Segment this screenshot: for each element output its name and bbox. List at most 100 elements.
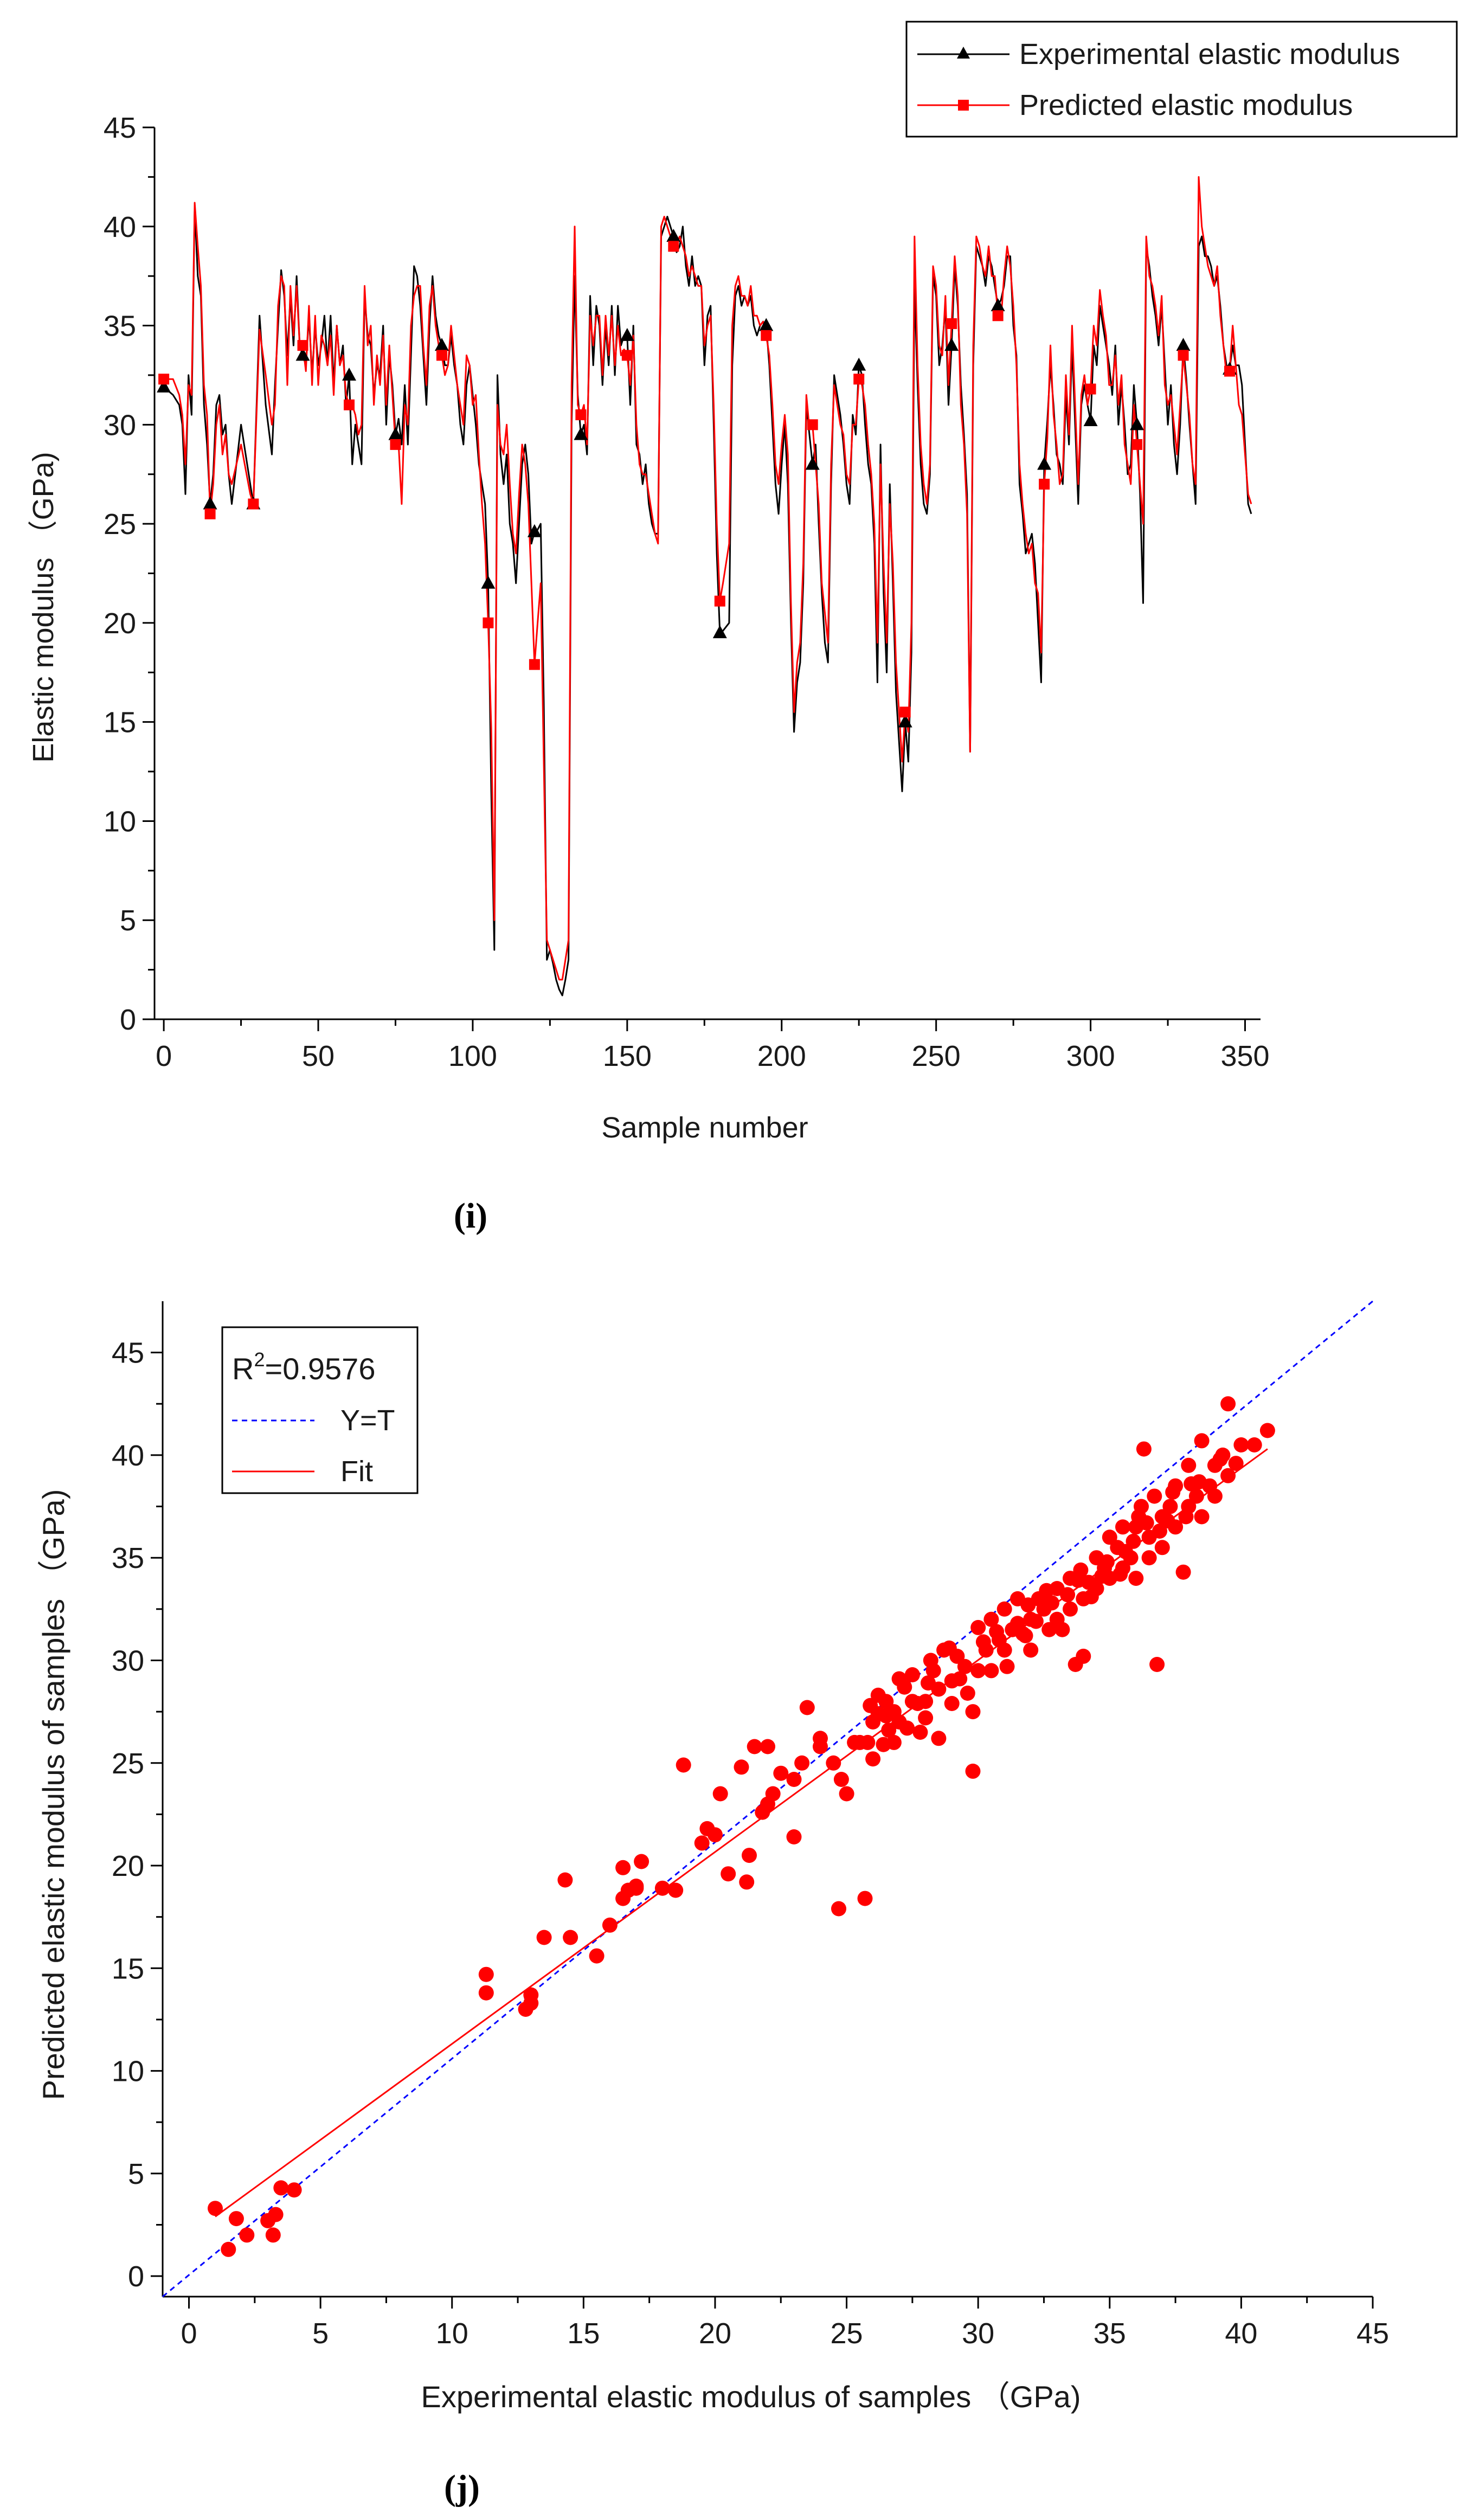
panel-i: Experimental elastic modulus Predicted e… bbox=[27, 21, 1458, 1236]
scatter-point bbox=[921, 1675, 936, 1691]
x-tick-label-i: 50 bbox=[302, 1040, 335, 1072]
scatter-point bbox=[786, 1829, 802, 1844]
experimental-marker bbox=[805, 457, 820, 470]
scatter-point bbox=[912, 1725, 928, 1740]
scatter-point bbox=[1023, 1642, 1039, 1658]
scatter-point bbox=[931, 1731, 947, 1746]
scatter-point bbox=[228, 2211, 244, 2227]
scatter-point bbox=[1076, 1648, 1091, 1664]
scatter-point bbox=[773, 1765, 789, 1781]
x-tick-label-j: 15 bbox=[567, 2317, 600, 2350]
scatter-point bbox=[925, 1663, 941, 1679]
scatter-point bbox=[996, 1601, 1012, 1617]
scatter-point bbox=[1136, 1441, 1152, 1457]
scatter-point bbox=[1117, 1544, 1133, 1559]
scatter-point bbox=[239, 2227, 255, 2243]
scatter-point bbox=[563, 1930, 578, 1945]
scatter-point bbox=[1207, 1488, 1223, 1504]
experimental-marker bbox=[388, 427, 403, 440]
scatter-point bbox=[1228, 1456, 1244, 1471]
y-tick-label-j: 35 bbox=[112, 1542, 144, 1574]
x-tick-label-j: 35 bbox=[1094, 2317, 1126, 2350]
legend-panel-i: Experimental elastic modulus Predicted e… bbox=[905, 21, 1458, 138]
scatter-point bbox=[765, 1786, 781, 1802]
scatter-point bbox=[881, 1722, 897, 1738]
scatter-point bbox=[221, 2241, 236, 2257]
y-tick-label-i: 35 bbox=[104, 310, 136, 343]
panel-letter-j: j bbox=[455, 2468, 468, 2508]
scatter-point bbox=[589, 1948, 605, 1964]
experimental-marker bbox=[1083, 413, 1098, 427]
scatter-point bbox=[760, 1739, 775, 1754]
scatter-point bbox=[1165, 1484, 1181, 1500]
predicted-marker bbox=[1131, 439, 1143, 450]
x-tick-label-i: 350 bbox=[1220, 1040, 1269, 1072]
r2-value: =0.9576 bbox=[265, 1352, 375, 1386]
scatter-point bbox=[536, 1930, 552, 1945]
x-tick-label-i: 250 bbox=[912, 1040, 961, 1072]
y-tick-label-i: 0 bbox=[120, 1004, 136, 1036]
scatter-point bbox=[1060, 1587, 1076, 1603]
scatter-point bbox=[870, 1706, 886, 1721]
scatter-point bbox=[1063, 1601, 1078, 1617]
series-markers-panel-i bbox=[157, 229, 1237, 728]
scatter-point bbox=[1184, 1476, 1199, 1492]
scatter-point bbox=[965, 1763, 981, 1779]
predicted-marker bbox=[575, 409, 587, 421]
x-axis-label-j: Experimental elastic modulus of samples … bbox=[421, 2380, 1081, 2414]
x-tick-label-i: 0 bbox=[156, 1040, 172, 1072]
predicted-marker bbox=[248, 498, 259, 510]
scatter-point bbox=[996, 1642, 1012, 1658]
predicted-marker bbox=[807, 419, 818, 430]
experimental-marker bbox=[991, 298, 1005, 311]
scatter-point bbox=[897, 1679, 912, 1695]
scatter-point bbox=[747, 1739, 762, 1754]
scatter-point bbox=[944, 1696, 960, 1711]
y-tick-label-j: 40 bbox=[112, 1439, 144, 1472]
predicted-marker bbox=[483, 617, 494, 628]
experimental-marker bbox=[1037, 457, 1052, 470]
scatter-point bbox=[1102, 1529, 1117, 1545]
experimental-marker bbox=[666, 229, 681, 242]
scatter-point bbox=[518, 2002, 533, 2017]
scatter-point bbox=[1259, 1423, 1275, 1438]
scatter-point bbox=[1149, 1657, 1165, 1672]
scatter-point bbox=[960, 1686, 975, 1701]
y-tick-label-j: 20 bbox=[112, 1850, 144, 1882]
scatter-point bbox=[799, 1700, 815, 1715]
scatter-point bbox=[975, 1634, 991, 1650]
y-tick-label-j: 5 bbox=[128, 2158, 144, 2190]
r2-superscript: 2 bbox=[254, 1348, 265, 1371]
scatter-point bbox=[983, 1611, 999, 1627]
experimental-marker bbox=[295, 348, 310, 361]
scatter-point bbox=[983, 1663, 999, 1679]
scatter-point bbox=[1115, 1519, 1130, 1535]
scatter-point bbox=[957, 1658, 973, 1674]
scatter-point bbox=[1094, 1568, 1110, 1584]
scatter-point bbox=[1041, 1622, 1057, 1637]
scatter-point bbox=[970, 1619, 986, 1635]
scatter-point bbox=[734, 1759, 749, 1775]
x-tick-label-i: 300 bbox=[1066, 1040, 1115, 1072]
experimental-marker bbox=[481, 575, 496, 589]
experimental-marker bbox=[759, 318, 774, 331]
scatter-point bbox=[952, 1671, 968, 1687]
y-axis-label-i: Elastic modulus （GPa) bbox=[27, 452, 60, 762]
predicted-marker bbox=[714, 595, 725, 607]
y-tick-label-j: 30 bbox=[112, 1644, 144, 1677]
predicted-marker bbox=[761, 330, 772, 341]
scatter-point bbox=[1128, 1571, 1144, 1586]
scatter-point bbox=[794, 1755, 810, 1771]
predicted-marker bbox=[204, 508, 216, 519]
scatter-point bbox=[1233, 1437, 1249, 1452]
scatter-point bbox=[1070, 1572, 1086, 1588]
series-lines-panel-i bbox=[163, 176, 1252, 997]
scatter-point bbox=[1113, 1566, 1128, 1582]
scatter-point bbox=[1194, 1433, 1210, 1449]
scatter-point bbox=[1147, 1488, 1162, 1504]
predicted-marker bbox=[946, 318, 957, 329]
scatter-point bbox=[970, 1663, 986, 1679]
scatter-point bbox=[876, 1737, 891, 1752]
scatter-point bbox=[478, 1966, 494, 1982]
